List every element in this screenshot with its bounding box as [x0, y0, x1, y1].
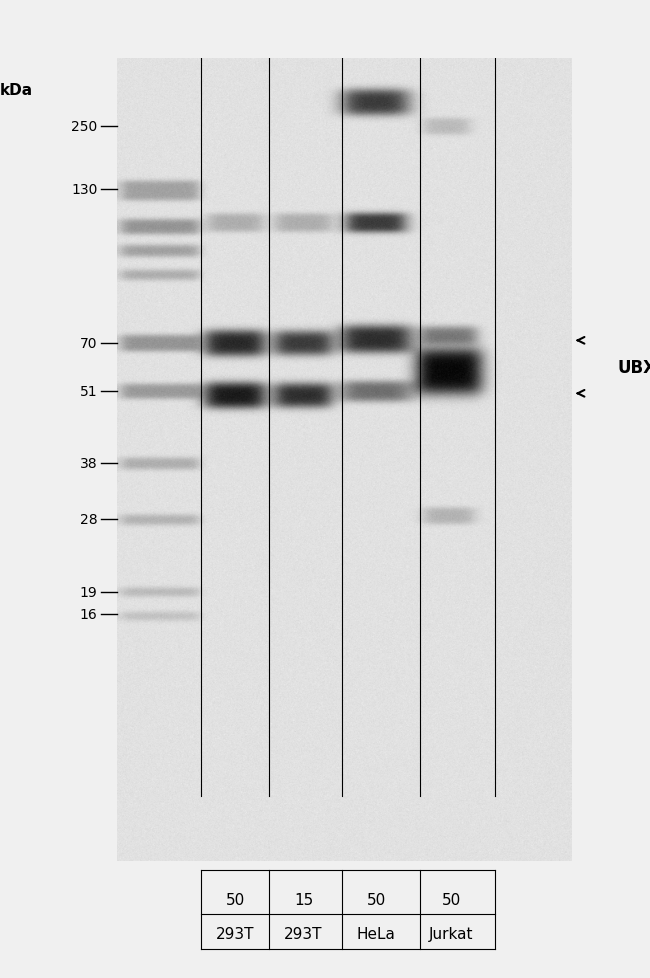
Text: 50: 50: [226, 892, 245, 908]
Text: 293T: 293T: [216, 926, 255, 942]
Text: 50: 50: [442, 892, 461, 908]
Text: 16: 16: [80, 607, 98, 621]
Text: 70: 70: [80, 336, 98, 350]
Text: 293T: 293T: [284, 926, 323, 942]
Text: UBXD7: UBXD7: [618, 359, 650, 377]
Text: 50: 50: [367, 892, 386, 908]
Text: 38: 38: [80, 457, 98, 470]
Text: 15: 15: [294, 892, 313, 908]
Text: 28: 28: [80, 512, 98, 527]
Text: 19: 19: [80, 585, 98, 599]
Text: HeLa: HeLa: [357, 926, 396, 942]
Text: kDa: kDa: [0, 83, 32, 98]
Text: 130: 130: [71, 183, 97, 197]
Text: 250: 250: [72, 120, 98, 134]
Text: Jurkat: Jurkat: [429, 926, 474, 942]
Text: 51: 51: [80, 384, 98, 398]
